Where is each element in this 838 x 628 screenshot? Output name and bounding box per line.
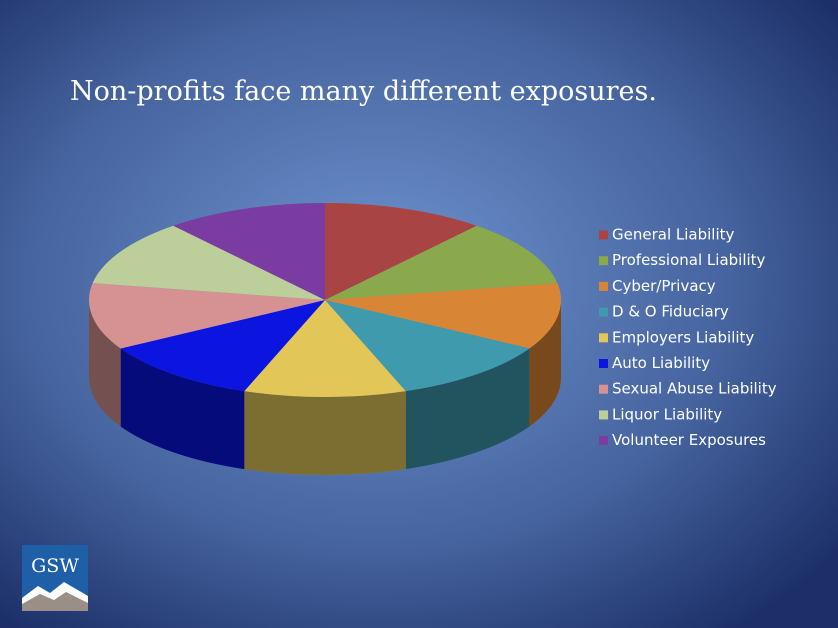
slice-side: [405, 348, 530, 470]
slice-side-shade: [120, 348, 245, 470]
legend-label: Cyber/Privacy: [612, 277, 716, 295]
slice: [120, 300, 325, 392]
slice-side-shade: [89, 300, 121, 427]
slice-side: [529, 300, 561, 427]
legend-swatch: [599, 281, 608, 291]
slice-side-shade: [529, 300, 561, 427]
slice-side: [89, 300, 121, 427]
legend-label: Sexual Abuse Liability: [612, 380, 777, 398]
slice: [325, 203, 477, 300]
slice: [325, 300, 530, 392]
legend-swatch: [599, 307, 608, 317]
legend-label: Professional Liability: [612, 251, 766, 269]
slice: [325, 225, 558, 300]
legend-label: General Liability: [612, 226, 735, 244]
legend-swatch: [599, 256, 608, 266]
slice-side-shade: [405, 348, 530, 470]
legend-swatch: [599, 333, 608, 343]
legend-swatch: [599, 436, 608, 446]
slice: [325, 283, 561, 349]
legend: General Liability Professional Liability C…: [599, 226, 777, 449]
legend-swatch: [599, 359, 608, 368]
slice-side: [244, 391, 406, 475]
legend-swatch: [599, 410, 608, 420]
slice-side: [120, 348, 245, 470]
slice: [92, 225, 325, 300]
legend-swatch: [599, 384, 608, 394]
legend-label: D & O Fiduciary: [612, 303, 729, 321]
slice-side-shade: [244, 391, 406, 475]
slice: [173, 203, 325, 300]
pie-chart: [89, 203, 561, 475]
slice: [89, 283, 325, 349]
logo-text: GSW: [31, 555, 79, 577]
legend-label: Liquor Liability: [612, 405, 722, 423]
slide-title: Non-profits face many different exposure…: [70, 76, 657, 107]
logo-mountain-shade: [22, 592, 88, 611]
legend-label: Employers Liability: [612, 328, 754, 346]
legend-label: Auto Liability: [612, 354, 710, 372]
legend-label: Volunteer Exposures: [612, 431, 766, 449]
logo: GSW: [22, 545, 88, 611]
legend-swatch: [599, 230, 608, 240]
slice: [244, 300, 406, 397]
